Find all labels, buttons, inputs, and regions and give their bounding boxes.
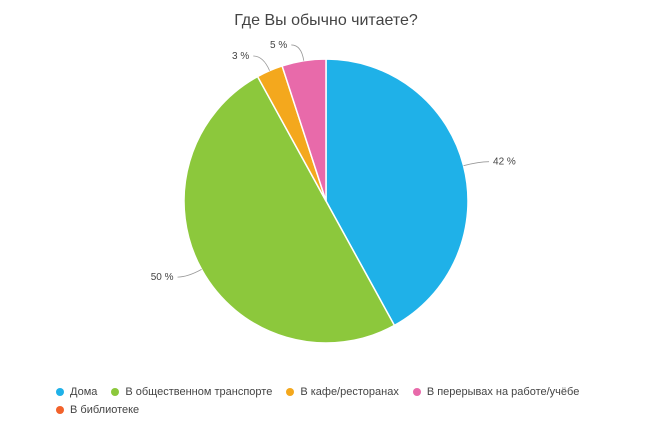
legend-item-2[interactable]: В кафе/ресторанах: [286, 386, 399, 398]
legend-marker-icon: [111, 388, 120, 396]
legend-label: В кафе/ресторанах: [300, 386, 399, 398]
pie-chart-canvas: 42 % 50 % 3 % 5 %: [151, 40, 516, 344]
legend-marker-icon: [56, 406, 64, 414]
chart-legend: Дома В общественном транспорте В кафе/рест…: [56, 386, 636, 422]
legend-label: Дома: [70, 386, 98, 398]
legend-label: В библиотеке: [70, 404, 140, 416]
data-label-0: 42 %: [493, 157, 516, 168]
data-label-connector-3: [291, 44, 305, 61]
data-label-connector-1: [177, 269, 202, 278]
legend-label: В общественном транспорте: [125, 386, 273, 398]
legend-item-3[interactable]: В перерывах на работе/учёбе: [412, 386, 580, 398]
legend-item-4[interactable]: В библиотеке: [56, 404, 139, 416]
chart-title: Где Вы обычно читаете?: [234, 12, 418, 29]
data-label-3: 5 %: [270, 40, 287, 51]
data-label-1: 50 %: [151, 272, 174, 283]
legend-item-1[interactable]: В общественном транспорте: [111, 386, 272, 398]
legend-marker-icon: [56, 388, 64, 396]
legend-label: В перерывах на работе/учёбе: [426, 386, 580, 398]
legend-marker-icon: [286, 388, 295, 396]
data-label-connector-0: [463, 161, 490, 167]
pie-slice-3: [281, 58, 327, 202]
data-label-connector-2: [253, 55, 270, 71]
data-label-2: 3 %: [232, 51, 249, 62]
legend-marker-icon: [412, 388, 421, 396]
pie-slice-1: [183, 75, 396, 344]
legend-item-0[interactable]: Дома: [56, 386, 97, 398]
